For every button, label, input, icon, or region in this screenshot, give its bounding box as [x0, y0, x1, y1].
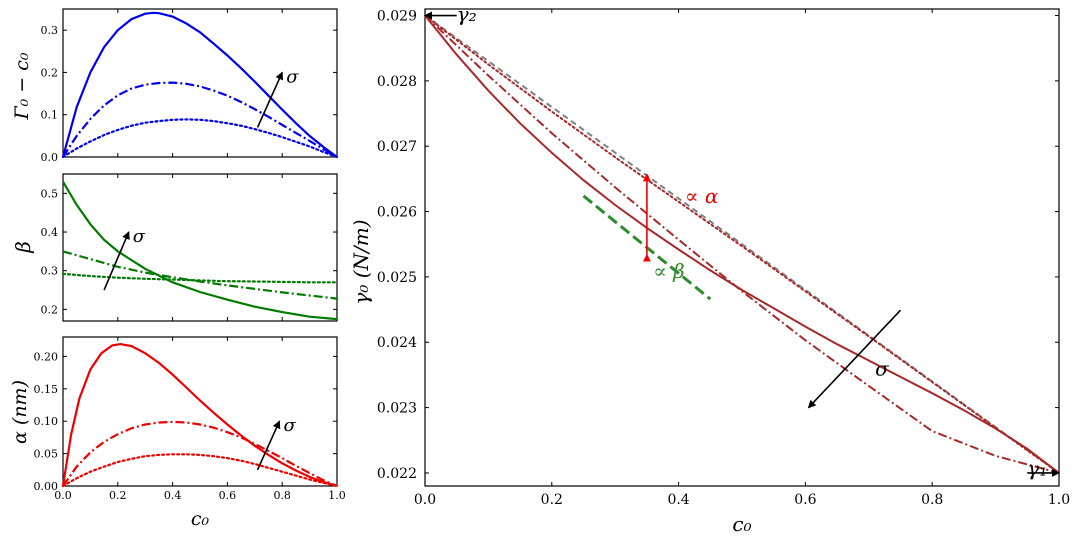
- p2-ytick-label: 0.3: [41, 265, 59, 278]
- p3-sigma-arrow: [256, 420, 281, 471]
- p3-series-solid: [61, 342, 338, 488]
- p1-ytick-label: 0.3: [41, 24, 59, 37]
- main-annotation: ∝ α: [685, 184, 719, 208]
- p3-frame: [62, 336, 338, 487]
- p3-xtick-label: 0.2: [109, 489, 127, 502]
- p3-ytick-label: 0.20: [34, 350, 59, 363]
- p3-ytick-label: 0.05: [34, 448, 59, 461]
- p1-series-dotted: [61, 118, 339, 159]
- main-ytick-label: 0.027: [377, 139, 417, 155]
- main-ylabel: γ₀ (N/m): [349, 219, 373, 304]
- main-ytick-label: 0.028: [377, 74, 417, 90]
- main-xtick-label: 0.2: [541, 492, 563, 508]
- main-annotation: γ₁: [1027, 457, 1047, 481]
- p2-ytick-label: 0.5: [41, 187, 59, 200]
- main-ytick-label: 0.026: [377, 205, 417, 221]
- p3-ytick-label: 0.00: [34, 480, 59, 493]
- main-xtick-label: 0.6: [794, 492, 816, 508]
- p1-ylabel: Γ₀ − c₀: [11, 52, 33, 120]
- p3-xlabel: c₀: [191, 508, 210, 530]
- main-frame: [424, 8, 1060, 487]
- main-xlabel: c₀: [732, 512, 751, 536]
- p1-series-solid: [61, 11, 338, 158]
- p1-sigma-arrow: [256, 71, 283, 128]
- main-sigma-arrow: [807, 309, 902, 409]
- p2-sigma-label: σ: [133, 226, 146, 247]
- main-series-solid: [424, 14, 1060, 474]
- main-ytick-label: 0.022: [377, 466, 417, 482]
- main-xtick-label: 0.0: [414, 492, 436, 508]
- p3-xtick-label: 0.0: [54, 489, 72, 502]
- main-series-dashdot: [424, 14, 1060, 474]
- main-annotation: σ: [875, 357, 890, 381]
- main-xtick-label: 1.0: [1048, 492, 1070, 508]
- p2-series-dotted: [61, 272, 339, 284]
- main-ytick-label: 0.029: [377, 9, 417, 25]
- main-annotation: γ₂: [457, 2, 477, 26]
- main-ytick-label: 0.024: [377, 335, 417, 351]
- p2-sigma-arrow: [103, 231, 130, 291]
- main-ytick-label: 0.023: [377, 401, 417, 417]
- p3-xtick-label: 1.0: [328, 489, 346, 502]
- p2-series-solid: [62, 181, 338, 321]
- main-annotation: ∝ β: [653, 259, 684, 283]
- panel-gamma-minus-c: Γ₀ − c₀ 0.0 0.1 0.2 0.3 σ: [11, 8, 339, 164]
- p2-frame: [62, 173, 338, 322]
- panel-beta: β 0.2 0.3 0.4 0.5 σ: [11, 173, 339, 322]
- p1-frame: [62, 8, 338, 158]
- p1-series-dashdot: [62, 81, 338, 158]
- main-xtick-label: 0.4: [667, 492, 689, 508]
- main-ytick-label: 0.025: [377, 270, 417, 286]
- p3-sigma-label: σ: [283, 415, 296, 436]
- p3-ylabel: α (nm): [9, 380, 31, 444]
- p1-ytick-label: 0.2: [41, 66, 59, 79]
- p2-ytick-label: 0.2: [41, 303, 59, 316]
- panel-alpha: α (nm) c₀ 0.0 0.2 0.4 0.6 0.8 1.0 0.00 0.05 0.10…: [9, 336, 346, 530]
- p3-ytick-label: 0.15: [34, 383, 59, 396]
- p2-plot-area: 0.2 0.3 0.4 0.5 σ: [41, 173, 339, 322]
- p3-plot-area: 0.0 0.2 0.4 0.6 0.8 1.0 0.00 0.05 0.10 0.15 0.20 σ: [34, 336, 346, 502]
- p1-ytick-label: 0.1: [41, 109, 59, 122]
- p3-ytick-label: 0.10: [34, 415, 59, 428]
- p3-series-dotted: [61, 453, 339, 488]
- p1-plot-area: 0.0 0.1 0.2 0.3 σ: [41, 8, 339, 164]
- main-plot-area: 0.0 0.2 0.4 0.6 0.8 1.0 0.022 0.023 0.024 0.025 0.…: [377, 2, 1070, 508]
- panel-surface-tension: γ₀ (N/m) c₀ 0.0 0.2 0.4 0.6 0.8 1.0 0.022 0.023…: [349, 2, 1070, 536]
- p1-sigma-label: σ: [286, 66, 299, 87]
- main-series-dotted: [424, 14, 1060, 474]
- p2-ylabel: β: [11, 241, 35, 254]
- p3-xtick-label: 0.4: [164, 489, 182, 502]
- p2-ytick-label: 0.4: [41, 226, 59, 239]
- p2-series-dashdot: [62, 250, 338, 300]
- p3-series-dashdot: [62, 420, 338, 488]
- p3-xtick-label: 0.6: [219, 489, 237, 502]
- main-xtick-label: 0.8: [921, 492, 943, 508]
- p1-ytick-label: 0.0: [41, 151, 59, 164]
- p3-xtick-label: 0.8: [273, 489, 291, 502]
